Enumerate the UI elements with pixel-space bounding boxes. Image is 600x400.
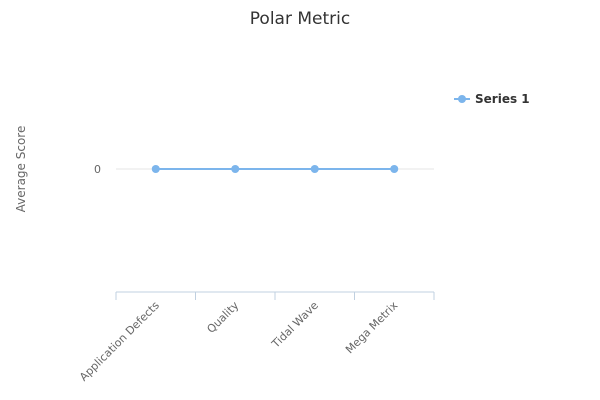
x-tick-labels: Application Defects Quality Tidal Wave Mega… [77, 299, 401, 384]
data-point[interactable] [390, 165, 399, 173]
data-point[interactable] [231, 165, 240, 173]
y-tick-label: 0 [94, 163, 101, 176]
legend-marker [458, 95, 466, 103]
data-point[interactable] [151, 165, 160, 173]
x-tick-label: Mega Metrix [343, 299, 401, 357]
x-tick-label: Quality [204, 299, 241, 336]
x-tick-label: Tidal Wave [269, 299, 321, 351]
legend[interactable]: Series 1 [454, 92, 530, 106]
series-1 [151, 165, 399, 173]
legend-label-series-1: Series 1 [475, 92, 530, 106]
chart-title: Polar Metric [250, 9, 350, 29]
y-axis-label: Average Score [14, 126, 28, 213]
x-ticks [115, 292, 435, 300]
data-point[interactable] [310, 165, 319, 173]
x-tick-label: Application Defects [77, 299, 162, 384]
